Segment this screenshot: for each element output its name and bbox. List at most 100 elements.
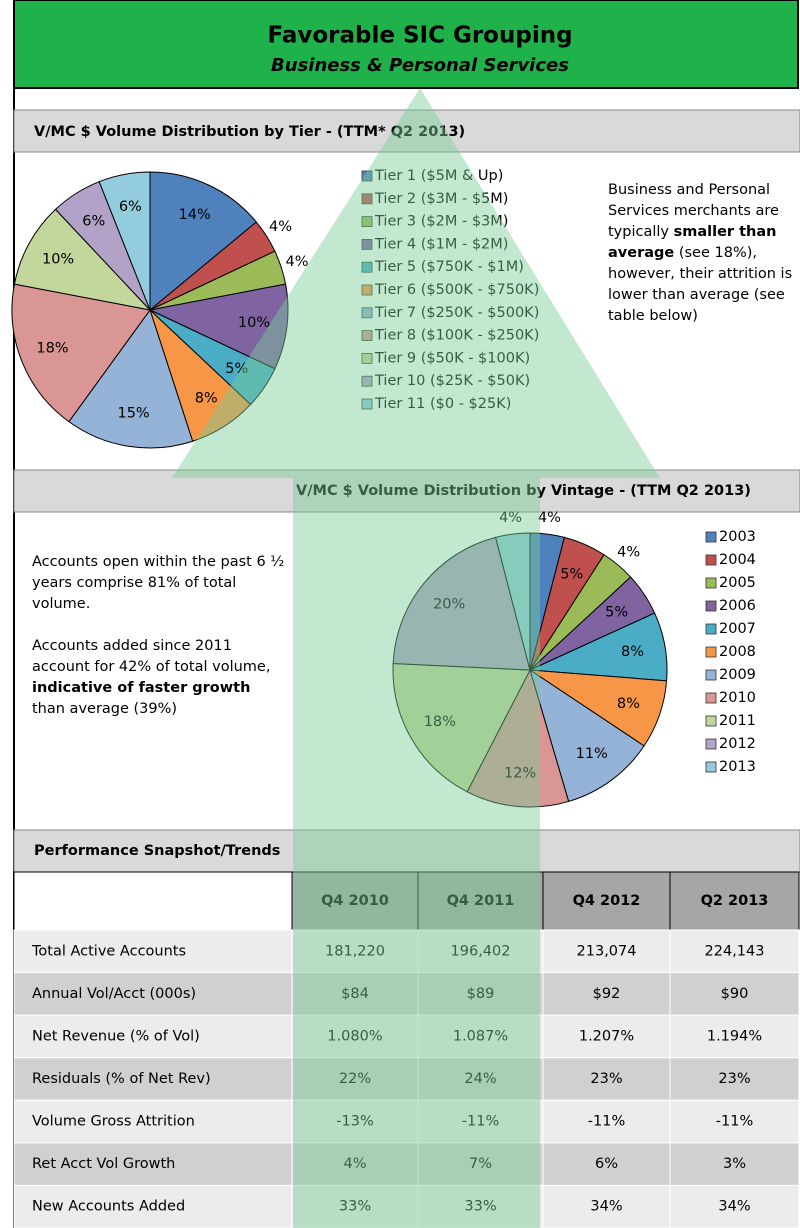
- note-bold: smaller than average: [608, 224, 777, 261]
- cell-value: 23%: [590, 1071, 622, 1087]
- table-cell: [669, 1057, 800, 1101]
- table-cell: [13, 1184, 293, 1228]
- vintage-note: Accounts open within the past 6 ½ years …: [32, 552, 287, 741]
- slice-label: 4%: [269, 219, 292, 235]
- slice-label: 4%: [499, 510, 522, 526]
- row-label: Net Revenue (% of Vol): [32, 1028, 200, 1044]
- legend-swatch: [705, 554, 717, 566]
- pie-slice: [98, 171, 151, 311]
- legend-label: Tier 11 ($0 - $25K): [374, 396, 511, 412]
- header-cell: [13, 871, 293, 931]
- table-cell: [542, 1014, 671, 1059]
- cell-value: 34%: [718, 1199, 750, 1215]
- slice-label: 8%: [621, 644, 644, 660]
- row-label: Annual Vol/Acct (000s): [32, 986, 196, 1002]
- table-cell: [669, 972, 800, 1016]
- section-bar: [13, 109, 800, 153]
- row-label: Ret Acct Vol Growth: [32, 1156, 175, 1172]
- legend-label: 2007: [719, 621, 756, 637]
- table-cell: [542, 1142, 671, 1186]
- legend-swatch: [705, 646, 717, 658]
- legend-label: 2006: [719, 598, 756, 614]
- note-paragraph: Accounts open within the past 6 ½ years …: [32, 552, 287, 615]
- legend-swatch: [705, 715, 717, 727]
- cell-value: -13%: [336, 1114, 373, 1130]
- slice-label: 4%: [538, 510, 561, 526]
- slice-label: 8%: [617, 696, 640, 712]
- legend-label: 2008: [719, 644, 756, 660]
- cell-value: 4%: [343, 1156, 366, 1172]
- slice-label: 14%: [179, 207, 211, 223]
- note-text: Business and Personal Services merchants…: [608, 182, 779, 240]
- column-header: Q2 2013: [701, 893, 769, 909]
- cell-value: 33%: [464, 1199, 496, 1215]
- legend-label: Tier 1 ($5M & Up): [374, 168, 503, 184]
- cell-value: 23%: [718, 1071, 750, 1087]
- cell-value: -11%: [716, 1114, 753, 1130]
- section-title: V/MC $ Volume Distribution by Tier - (TT…: [34, 124, 465, 140]
- header-cell: [669, 871, 800, 931]
- table-cell: [417, 1014, 544, 1059]
- legend-swatch: [705, 692, 717, 704]
- row-label: Residuals (% of Net Rev): [32, 1071, 211, 1087]
- pie-slice: [149, 171, 258, 312]
- slice-label: 4%: [617, 544, 640, 560]
- note-text: Accounts added since 2011 account for 42…: [32, 638, 271, 675]
- legend-label: 2004: [719, 552, 756, 568]
- cell-value: $89: [467, 986, 495, 1002]
- legend-swatch: [361, 170, 373, 182]
- pie-slice: [466, 668, 570, 808]
- row-label: New Accounts Added: [32, 1199, 185, 1215]
- legend-swatch: [705, 623, 717, 635]
- legend-label: Tier 3 ($2M - $3M): [374, 214, 508, 230]
- column-header: Q4 2012: [573, 893, 641, 909]
- pie-slice: [148, 283, 289, 370]
- legend-swatch: [361, 330, 373, 342]
- legend-label: 2003: [719, 529, 756, 545]
- table-cell: [542, 1184, 671, 1228]
- slice-label: 15%: [117, 406, 149, 422]
- table-cell: [13, 1142, 293, 1186]
- legend-label: Tier 5 ($750K - $1M): [374, 259, 524, 275]
- cell-value: 181,220: [325, 943, 385, 959]
- slice-label: 11%: [576, 746, 608, 762]
- slice-label: 5%: [605, 604, 628, 620]
- section-title: V/MC $ Volume Distribution by Vintage - …: [296, 483, 751, 499]
- pie-slice: [68, 308, 194, 449]
- legend-label: Tier 4 ($1M - $2M): [374, 236, 508, 252]
- pie-slice: [494, 532, 531, 671]
- column-header: Q4 2010: [321, 893, 389, 909]
- cell-value: 213,074: [577, 943, 637, 959]
- legend-swatch: [705, 531, 717, 543]
- pie-slice: [392, 536, 531, 671]
- note-paragraph: Accounts added since 2011 account for 42…: [32, 636, 287, 720]
- legend-swatch: [705, 761, 717, 773]
- slice-label: 4%: [285, 254, 308, 270]
- legend-label: Tier 9 ($50K - $100K): [374, 350, 530, 366]
- section-bar: [13, 469, 800, 513]
- table-cell: [669, 1099, 800, 1144]
- pie-slice: [392, 662, 531, 793]
- cell-value: -11%: [462, 1114, 499, 1130]
- table-cell: [13, 1057, 293, 1101]
- legend-swatch: [361, 238, 373, 250]
- table-cell: [417, 972, 544, 1016]
- legend-label: 2010: [719, 690, 756, 706]
- table-cell: [669, 1142, 800, 1186]
- table-cell: [669, 1184, 800, 1228]
- legend-swatch: [361, 261, 373, 273]
- table-cell: [417, 1099, 544, 1144]
- note-text: (see 18%), however, their attrition is l…: [608, 245, 793, 324]
- cell-value: 22%: [339, 1071, 371, 1087]
- cell-value: 1.080%: [327, 1028, 382, 1044]
- legend-swatch: [361, 193, 373, 205]
- legend-label: 2009: [719, 667, 756, 683]
- legend-swatch: [705, 669, 717, 681]
- table-cell: [542, 929, 671, 974]
- legend-label: Tier 8 ($100K - $250K): [374, 328, 539, 344]
- cell-value: 24%: [464, 1071, 496, 1087]
- cell-value: $90: [721, 986, 749, 1002]
- table-cell: [417, 929, 544, 974]
- header-band: [13, 0, 799, 89]
